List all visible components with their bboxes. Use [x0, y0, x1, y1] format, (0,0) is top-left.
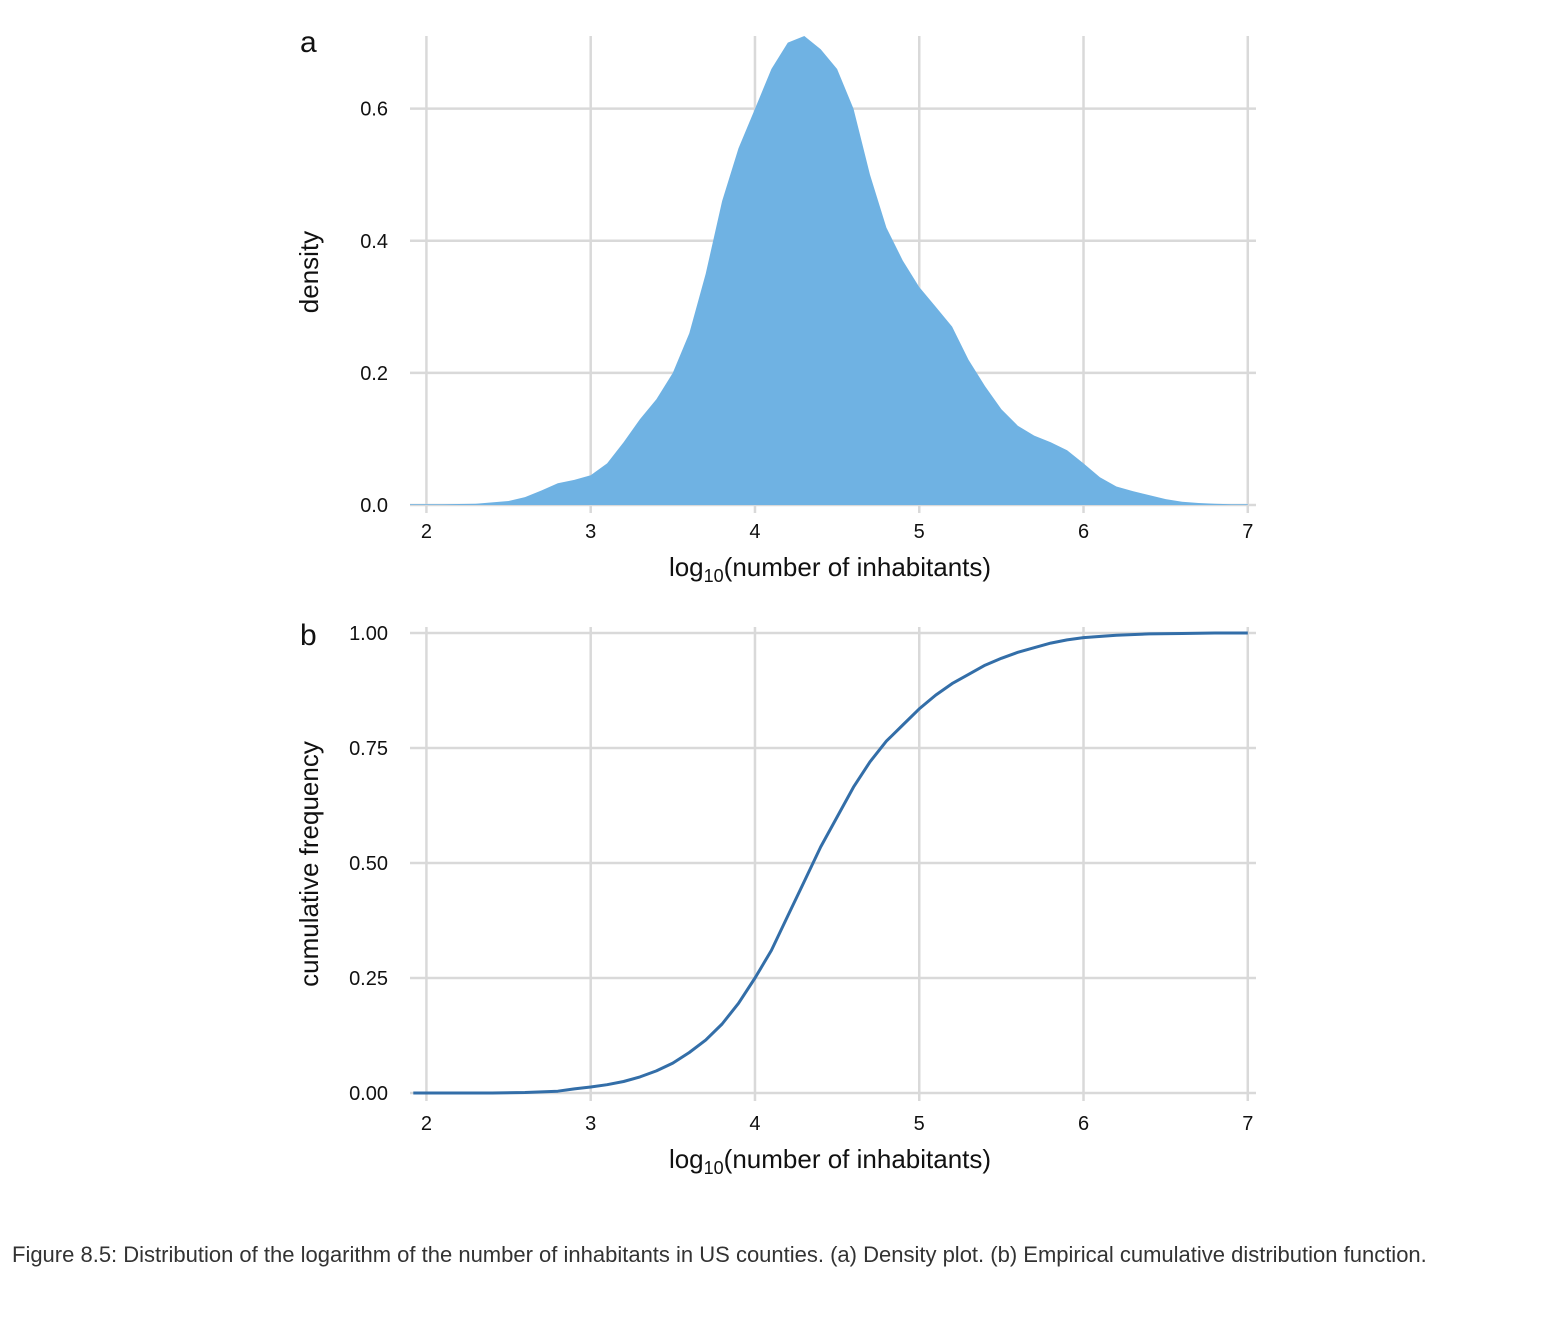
density-x-label-main: log — [669, 552, 704, 582]
ecdf-line — [413, 631, 1248, 1095]
ecdf-y-ticks: 0.00 0.25 0.50 0.75 1.00 — [349, 623, 388, 1105]
x-tick-label: 7 — [1242, 1113, 1253, 1135]
ecdf-x-label-rest: (number of inhabitants) — [724, 1144, 991, 1174]
x-tick-label: 6 — [1078, 1113, 1089, 1135]
x-tick-label: 6 — [1078, 521, 1089, 543]
ecdf-x-ticks: 2 3 4 5 6 7 — [421, 1113, 1253, 1135]
y-tick-label: 1.00 — [349, 623, 388, 645]
ecdf-x-label-sub: 10 — [704, 1158, 724, 1178]
y-tick-label: 0.2 — [360, 363, 388, 385]
density-x-label-rest: (number of inhabitants) — [724, 552, 991, 582]
ecdf-x-label-main: log — [669, 1144, 704, 1174]
density-panel: a 0.0 0.2 0.4 0.6 2 3 4 5 6 7 density log10(numb… — [294, 26, 1256, 586]
ecdf-x-axis-label: log10(number of inhabitants) — [669, 1144, 991, 1178]
ecdf-y-axis-label: cumulative frequency — [294, 741, 324, 987]
x-tick-label: 3 — [585, 1113, 596, 1135]
density-x-axis-label: log10(number of inhabitants) — [669, 552, 991, 586]
y-tick-label: 0.0 — [360, 495, 388, 517]
density-x-ticks: 2 3 4 5 6 7 — [421, 521, 1253, 543]
ecdf-grid — [410, 627, 1256, 1101]
panel-label-b: b — [300, 619, 317, 652]
y-tick-label: 0.50 — [349, 853, 388, 875]
density-y-axis-label: density — [294, 231, 324, 313]
x-tick-label: 3 — [585, 521, 596, 543]
panel-label-a: a — [300, 26, 317, 59]
figure-caption: Figure 8.5: Distribution of the logarith… — [12, 1242, 1427, 1267]
y-tick-label: 0.4 — [360, 231, 388, 253]
x-tick-label: 5 — [914, 521, 925, 543]
y-tick-label: 0.25 — [349, 968, 388, 990]
density-y-ticks: 0.0 0.2 0.4 0.6 — [360, 99, 388, 517]
x-tick-label: 5 — [914, 1113, 925, 1135]
x-tick-label: 2 — [421, 521, 432, 543]
x-tick-label: 7 — [1242, 521, 1253, 543]
y-tick-label: 0.6 — [360, 99, 388, 121]
x-tick-label: 4 — [749, 1113, 760, 1135]
x-tick-label: 2 — [421, 1113, 432, 1135]
density-x-label-sub: 10 — [704, 566, 724, 586]
y-tick-label: 0.00 — [349, 1083, 388, 1105]
y-tick-label: 0.75 — [349, 738, 388, 760]
x-tick-label: 4 — [749, 521, 760, 543]
density-area — [410, 36, 1248, 505]
ecdf-panel: b 0.00 0.25 0.50 0.75 1.00 2 3 4 5 6 7 cumulative… — [294, 619, 1256, 1178]
